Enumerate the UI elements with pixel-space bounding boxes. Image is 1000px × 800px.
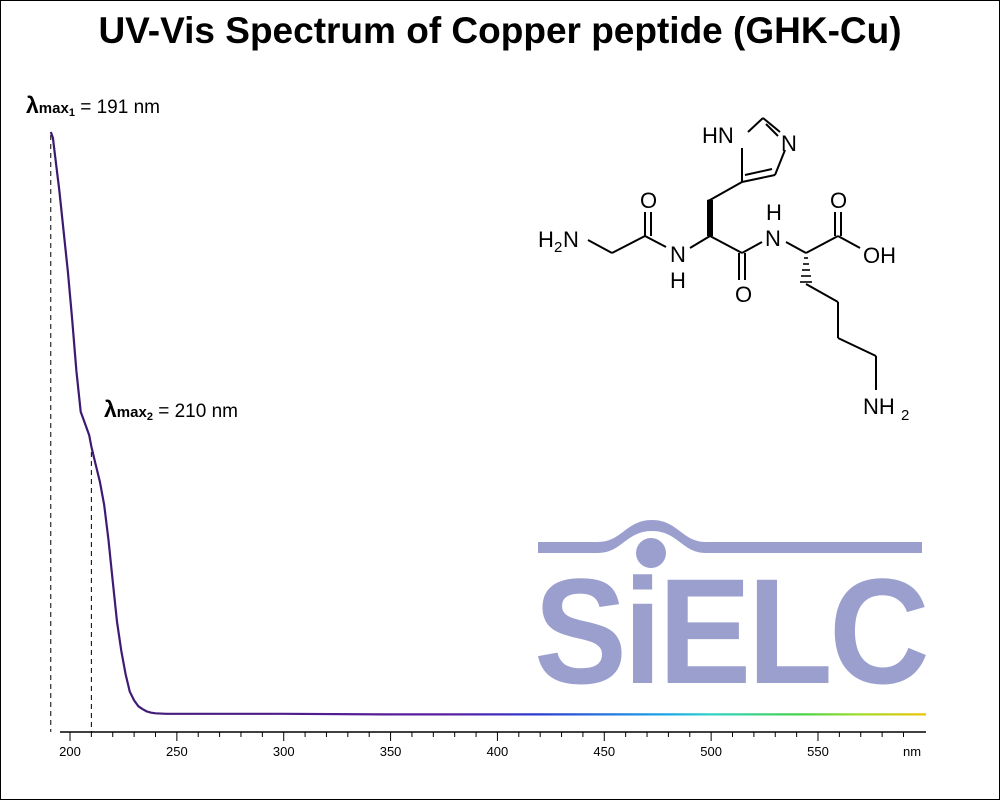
x-tick-label: 350 — [380, 744, 402, 759]
bond — [785, 241, 807, 254]
bond — [774, 149, 786, 176]
lambda-max-1-label: λmax1 = 191 nm — [26, 92, 160, 119]
bond — [644, 235, 667, 248]
bond — [837, 337, 877, 357]
x-tick-label: 200 — [59, 744, 81, 759]
logo-dot — [636, 538, 666, 568]
atom-n: N — [563, 227, 579, 252]
logo-arc — [538, 520, 922, 553]
atom-n: N — [670, 242, 686, 267]
lambda-max-2-label: λmax2 = 210 nm — [104, 396, 238, 423]
molecule-atom-labels: H 2 N O N H O H N O OH HN N NH 2 — [538, 123, 909, 424]
bond — [587, 239, 613, 254]
bond — [741, 241, 763, 254]
atom-n: N — [781, 131, 797, 156]
atom-subscript: 2 — [554, 239, 562, 256]
bond — [741, 174, 776, 183]
atom-subscript: 2 — [901, 407, 909, 424]
atom-o: O — [640, 188, 657, 213]
bond — [611, 235, 646, 254]
bond — [744, 168, 773, 176]
bond — [837, 235, 861, 249]
spectrum-line — [49, 131, 926, 716]
bond — [805, 235, 839, 254]
x-axis-unit-label: nm — [903, 744, 921, 759]
lambda-index: 1 — [68, 107, 75, 119]
x-tick-label: 300 — [273, 744, 295, 759]
chart-title: UV-Vis Spectrum of Copper peptide (GHK-C… — [98, 10, 902, 51]
atom-o: O — [830, 188, 847, 213]
max-subscript: max — [38, 100, 69, 117]
bond — [689, 235, 711, 249]
lambda-index: 2 — [146, 411, 153, 423]
bond — [747, 117, 764, 133]
atom-hn: HN — [702, 123, 734, 148]
x-tick-label: 550 — [807, 744, 829, 759]
logo-text: SiELC — [534, 547, 927, 715]
x-tick-label: 450 — [593, 744, 615, 759]
ghk-molecule-structure — [587, 117, 877, 390]
stereo-hash-lys — [800, 257, 812, 283]
x-tick-label: 250 — [166, 744, 188, 759]
atom-h: H — [670, 268, 686, 293]
lambda-value: = 191 nm — [74, 97, 160, 118]
x-tick-label: 400 — [487, 744, 509, 759]
bond — [805, 283, 839, 303]
lambda-value: = 210 nm — [152, 401, 238, 422]
x-tick-label: 500 — [700, 744, 722, 759]
lambda-symbol: λ — [26, 92, 39, 118]
x-axis: 200 250 300 350 400 450 500 550 nm — [59, 731, 926, 759]
atom-oh: OH — [863, 243, 896, 268]
atom-n: N — [765, 226, 781, 251]
atom-nh: NH — [863, 394, 895, 419]
stereo-wedge-his — [707, 199, 713, 236]
bond — [709, 235, 743, 254]
bond — [765, 123, 779, 137]
lambda-symbol: λ — [104, 396, 117, 422]
bond — [762, 117, 781, 133]
atom-h: H — [766, 200, 782, 225]
sielc-logo: SiELC — [534, 520, 931, 715]
max-subscript: max — [116, 404, 147, 421]
atom-o: O — [735, 282, 752, 307]
bond — [709, 181, 743, 201]
atom-h: H — [538, 227, 554, 252]
